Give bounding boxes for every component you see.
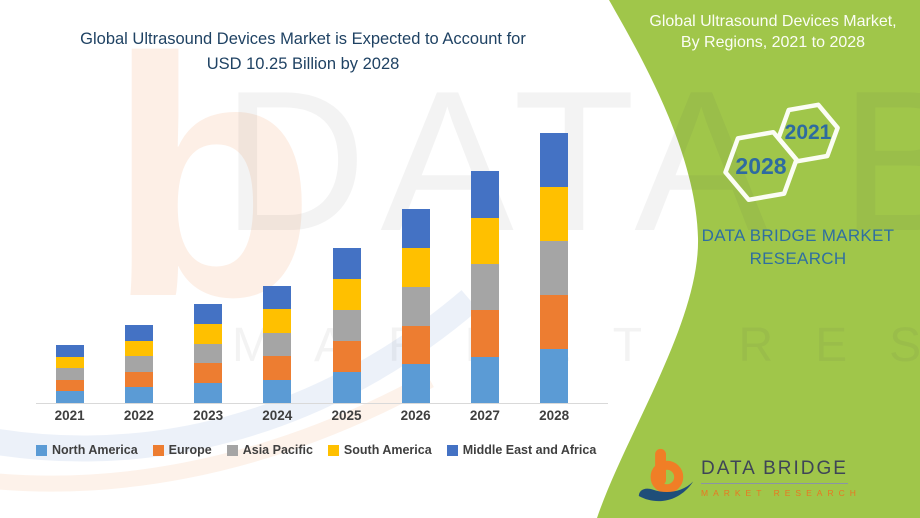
x-tick-label: 2021 [54, 408, 85, 423]
x-tick-label: 2023 [193, 408, 224, 423]
x-tick-label: 2028 [539, 408, 570, 423]
side-panel-heading-line1: Global Ultrasound Devices Market, [649, 13, 897, 30]
bar-segment-2022-middle-east-and-africa [124, 325, 153, 341]
legend-swatch-icon [36, 444, 47, 456]
bar-segment-2026-europe [401, 325, 430, 365]
hexagon-2028-icon [723, 129, 799, 203]
legend-item-north-america: North America [36, 443, 138, 457]
legend-label: South America [343, 443, 432, 457]
bar-segment-2024-north-america [263, 379, 292, 403]
legend-swatch-icon [226, 444, 238, 456]
x-tick-label: 2024 [262, 408, 293, 423]
bar-segment-2025-south-america [332, 278, 361, 310]
bar-segment-2022-asia-pacific [124, 356, 153, 372]
logo-name-text: DATA BRIDGE [701, 458, 848, 484]
bar-segment-2023-middle-east-and-africa [194, 304, 223, 324]
bar-segment-2023-europe [194, 363, 223, 384]
bar-segment-2022-north-america [124, 387, 153, 403]
bar-segment-2026-north-america [401, 364, 430, 403]
x-tick-label: 2027 [469, 408, 500, 423]
hexagon-year-2028: 2028 [735, 153, 787, 179]
bar-segment-2022-south-america [124, 340, 153, 357]
bar-segment-2027-asia-pacific [470, 263, 499, 311]
logo-subtitle-text: MARKET RESEARCH [701, 488, 861, 498]
data-bridge-logo: DATA BRIDGE MARKET RESEARCH [637, 446, 867, 508]
bar-segment-2021-south-america [55, 356, 84, 369]
bar-segment-2023-asia-pacific [194, 343, 223, 364]
legend-swatch-icon [152, 444, 164, 456]
bar-segment-2025-asia-pacific [332, 309, 361, 341]
bar-segment-2028-south-america [540, 187, 569, 241]
bar-segment-2026-middle-east-and-africa [401, 209, 430, 249]
bar-segment-2021-middle-east-and-africa [55, 345, 84, 357]
hexagon-icons [723, 102, 840, 203]
logo-b-icon [638, 448, 694, 502]
legend-item-south-america: South America [327, 443, 432, 457]
legend-label: Middle East and Africa [462, 443, 597, 457]
bar-segment-2027-europe [470, 310, 499, 357]
bar-segment-2023-north-america [194, 383, 223, 403]
legend-label: Europe [168, 443, 212, 457]
page-title-line1: Global Ultrasound Devices Market is Expe… [80, 30, 526, 48]
bar-segment-2021-europe [55, 379, 84, 392]
page-title: Global Ultrasound Devices Market is Expe… [33, 27, 573, 77]
brand-name-line1: DATA BRIDGE MARKET [701, 226, 895, 245]
bar-segment-2026-south-america [401, 248, 430, 287]
hexagon-year-2021: 2021 [784, 121, 832, 144]
bar-segment-2027-south-america [470, 217, 499, 264]
bar-segment-2025-north-america [332, 371, 361, 403]
bar-segment-2021-asia-pacific [55, 368, 84, 380]
x-tick-label: 2025 [331, 408, 362, 423]
bar-segment-2024-south-america [263, 309, 292, 333]
bar-segment-2025-middle-east-and-africa [332, 247, 361, 279]
page-title-line2: USD 10.25 Billion by 2028 [206, 55, 400, 73]
bar-segment-2024-europe [263, 356, 292, 380]
chart-legend: North America Europe Asia Pacific South Ame… [36, 443, 596, 457]
bar-segment-2028-asia-pacific [540, 241, 569, 295]
legend-item-middle-east-and-africa: Middle East and Africa [446, 443, 597, 457]
x-axis-line [36, 403, 608, 404]
brand-name-line2: RESEARCH [749, 249, 847, 268]
legend-item-asia-pacific: Asia Pacific [226, 443, 313, 457]
legend-swatch-icon [327, 444, 339, 456]
legend-label: Asia Pacific [242, 443, 313, 457]
bar-segment-2024-middle-east-and-africa [263, 285, 292, 310]
bar-segment-2023-south-america [194, 323, 223, 344]
bar-segment-2026-asia-pacific [401, 286, 430, 326]
side-panel-heading: Global Ultrasound Devices Market, By Reg… [628, 11, 918, 53]
bar-segment-2024-asia-pacific [263, 332, 292, 357]
bar-segment-2028-middle-east-and-africa [540, 133, 569, 187]
hexagon-2021-icon [776, 102, 840, 164]
brand-name-text: DATA BRIDGE MARKET RESEARCH [692, 224, 904, 270]
x-tick-label: 2022 [123, 408, 154, 423]
legend-item-europe: Europe [152, 443, 212, 457]
bar-segment-2021-north-america [55, 391, 84, 403]
legend-swatch-icon [446, 444, 458, 456]
legend-label: North America [52, 443, 138, 457]
bar-segment-2027-middle-east-and-africa [470, 171, 499, 218]
x-tick-label: 2026 [400, 408, 431, 423]
bar-segment-2025-europe [332, 340, 361, 372]
bar-segment-2027-north-america [470, 356, 499, 403]
bar-segment-2022-europe [124, 371, 153, 388]
side-panel-heading-line2: By Regions, 2021 to 2028 [680, 34, 866, 51]
bar-segment-2028-europe [540, 295, 569, 349]
bar-segment-2028-north-america [540, 349, 569, 403]
